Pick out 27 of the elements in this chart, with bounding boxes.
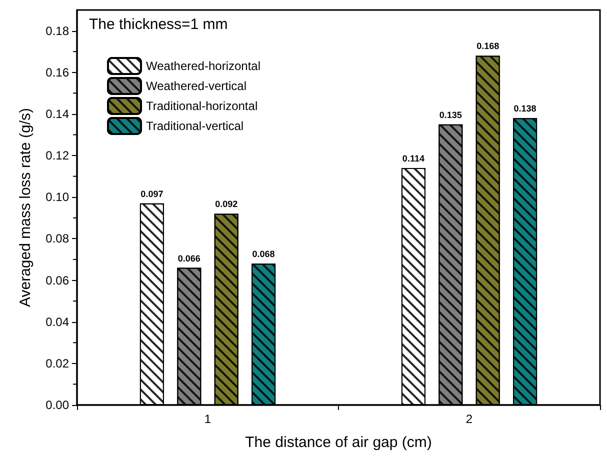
legend-label: Weathered-horizontal — [146, 59, 261, 73]
legend-label: Weathered-vertical — [146, 79, 246, 93]
y-tick-label: 0.00 — [46, 398, 70, 412]
y-tick-label: 0.08 — [46, 232, 70, 246]
data-label: 0.097 — [140, 188, 164, 199]
y-tick-label: 0.14 — [46, 106, 70, 121]
y-axis-title: Averaged mass loss rate (g/s) — [17, 108, 34, 307]
x-tick-label: 2 — [466, 412, 473, 426]
y-tick-label: 0.06 — [46, 273, 70, 288]
y-tick-label: 0.12 — [46, 148, 70, 163]
x-tick-label: 1 — [204, 412, 212, 426]
data-label: 0.114 — [402, 154, 424, 164]
y-tick-label: 0.18 — [46, 24, 70, 38]
data-label: 0.138 — [514, 104, 536, 114]
data-label: 0.066 — [178, 253, 200, 264]
y-tick-label: 0.16 — [46, 65, 70, 80]
x-axis-title: The distance of air gap (cm) — [245, 434, 432, 451]
y-tick-label: 0.04 — [46, 314, 70, 329]
data-label: 0.092 — [215, 199, 238, 210]
y-tick-label: 0.02 — [46, 356, 70, 370]
data-label: 0.168 — [476, 41, 500, 52]
chart-title: The thickness=1 mm — [89, 16, 228, 33]
legend-label: Traditional-horizontal — [146, 99, 258, 113]
y-tick-label: 0.10 — [46, 190, 70, 204]
legend-label: Traditional-vertical — [146, 119, 244, 133]
data-label: 0.068 — [252, 249, 275, 260]
data-label: 0.135 — [439, 110, 462, 120]
